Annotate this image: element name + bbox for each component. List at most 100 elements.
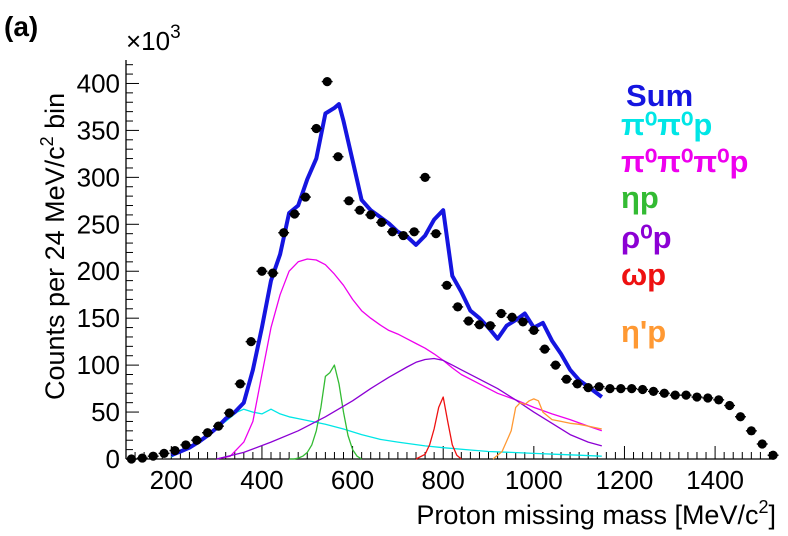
- point-marker: [181, 440, 191, 450]
- data-point: [191, 435, 203, 445]
- data-point: [648, 386, 659, 397]
- panel-label: (a): [4, 11, 38, 42]
- data-point: [713, 395, 725, 405]
- point-marker: [594, 382, 604, 392]
- data-points: [126, 76, 779, 464]
- point-marker: [311, 123, 321, 134]
- data-point: [419, 172, 431, 182]
- point-marker: [681, 390, 691, 400]
- point-marker: [496, 308, 506, 319]
- data-point: [126, 454, 137, 464]
- point-marker: [572, 379, 582, 389]
- data-point: [321, 76, 333, 87]
- y-tick-label: 0: [106, 444, 120, 474]
- series-layer: [170, 102, 604, 460]
- point-marker: [561, 374, 572, 384]
- data-point: [365, 210, 377, 220]
- y-multiplier: ×103: [126, 22, 181, 56]
- data-point: [593, 382, 605, 392]
- data-point: [506, 312, 518, 322]
- data-point: [756, 439, 768, 449]
- data-point: [745, 426, 757, 436]
- data-point: [387, 227, 398, 237]
- series-ωp: [415, 396, 462, 460]
- point-marker: [768, 450, 778, 460]
- point-marker: [289, 209, 300, 219]
- data-point: [658, 388, 670, 398]
- point-marker: [703, 393, 713, 403]
- point-marker: [529, 325, 539, 335]
- data-point: [615, 383, 627, 394]
- data-point: [735, 412, 746, 422]
- point-marker: [648, 386, 659, 397]
- data-point: [300, 192, 311, 202]
- y-tick-label: 200: [77, 256, 120, 286]
- legend-entry: Sum: [626, 78, 693, 113]
- data-point: [397, 230, 409, 241]
- point-marker: [159, 448, 169, 458]
- legend-entry: ωp: [621, 257, 666, 292]
- point-marker: [224, 408, 234, 418]
- series-π⁰π⁰π⁰p: [216, 258, 603, 460]
- data-point: [376, 217, 388, 228]
- point-marker: [137, 453, 147, 463]
- y-tick-label: 300: [77, 162, 120, 192]
- point-marker: [627, 383, 637, 394]
- data-point: [539, 344, 551, 354]
- point-marker: [409, 227, 419, 237]
- x-tick-label: 600: [331, 465, 374, 495]
- y-tick-label: 350: [77, 115, 120, 145]
- point-marker: [246, 337, 256, 347]
- data-point: [767, 450, 779, 460]
- y-tick-label: 100: [77, 350, 120, 380]
- data-point: [724, 400, 736, 411]
- point-marker: [453, 302, 463, 312]
- series-Sum: [170, 102, 604, 458]
- point-marker: [170, 445, 180, 456]
- point-marker: [344, 196, 354, 206]
- data-point: [136, 453, 148, 463]
- legend-entry: π⁰π⁰p: [621, 107, 712, 142]
- point-marker: [605, 383, 615, 394]
- point-marker: [637, 384, 648, 395]
- data-point: [223, 408, 235, 418]
- legend-entry: η'p: [621, 314, 666, 349]
- point-marker: [148, 451, 158, 461]
- point-marker: [355, 205, 365, 215]
- point-marker: [442, 280, 452, 290]
- data-point: [332, 152, 344, 162]
- data-point: [495, 308, 507, 319]
- data-point: [310, 123, 322, 134]
- data-point: [408, 227, 420, 237]
- data-point: [484, 321, 496, 331]
- point-marker: [213, 421, 224, 431]
- series-η'p: [492, 398, 602, 460]
- data-point: [202, 428, 214, 438]
- legend-entry: ρ⁰p: [621, 220, 672, 255]
- point-marker: [692, 392, 702, 402]
- point-marker: [735, 412, 746, 422]
- point-marker: [507, 312, 517, 322]
- axes: 200 400 600 800 1000 1200 1400 0 50 100 150 200 250 3…: [77, 60, 774, 495]
- point-marker: [485, 321, 495, 331]
- series-ηp: [289, 364, 362, 460]
- point-marker: [670, 390, 680, 400]
- y-tick-label: 400: [77, 68, 120, 98]
- x-tick-label: 1400: [686, 465, 744, 495]
- point-marker: [235, 379, 245, 389]
- series-π⁰π⁰p: [171, 408, 602, 458]
- point-marker: [279, 228, 289, 238]
- x-tick-label: 1200: [596, 465, 654, 495]
- data-point: [474, 320, 485, 330]
- data-point: [343, 196, 355, 206]
- data-point: [289, 209, 301, 219]
- data-point: [441, 280, 453, 290]
- point-marker: [431, 229, 441, 239]
- data-point: [452, 302, 464, 312]
- data-point: [571, 379, 583, 389]
- point-marker: [202, 428, 213, 438]
- legend-entry: ηp: [621, 180, 659, 215]
- data-point: [528, 325, 540, 335]
- point-marker: [746, 426, 756, 436]
